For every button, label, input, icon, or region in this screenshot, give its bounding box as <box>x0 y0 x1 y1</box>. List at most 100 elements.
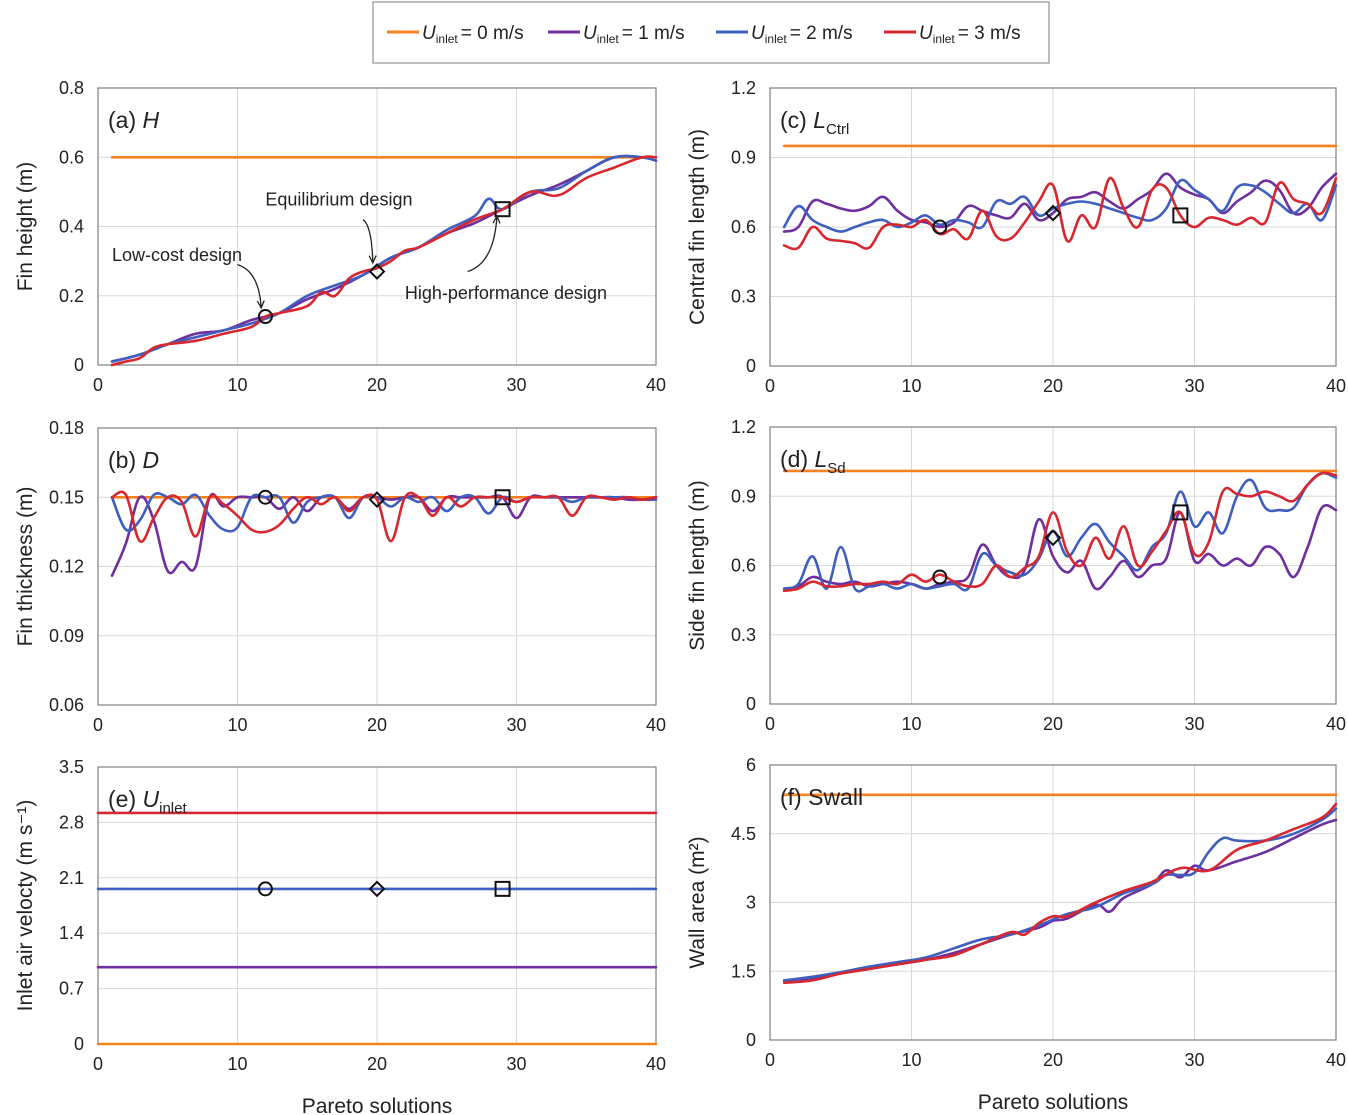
series-line-u3 <box>110 490 658 543</box>
plot-frame <box>97 427 657 706</box>
x-tick-label: 10 <box>901 376 921 396</box>
y-tick-label: 0.2 <box>59 286 84 306</box>
x-tick-label: 0 <box>765 376 775 396</box>
high-performance-design-marker <box>1172 504 1189 521</box>
y-axis-label: Fin thickness (m) <box>14 487 37 647</box>
x-tick-label: 40 <box>1326 376 1346 396</box>
equilibrium-design-marker <box>1044 204 1062 222</box>
plot-frame <box>769 87 1337 367</box>
y-tick-label: 0 <box>74 355 84 375</box>
annotation-arrowhead <box>256 300 265 310</box>
low-cost-design-marker <box>257 489 273 505</box>
legend: Uinlet = 0 m/s Uinlet = 1 m/s Uinlet = 2 m/s U… <box>372 1 1050 64</box>
legend-label-u1: Uinlet = 1 m/s <box>583 23 685 46</box>
series-line-u2 <box>782 178 1338 233</box>
y-tick-label: 0 <box>74 1034 84 1054</box>
plot-frame <box>97 87 657 366</box>
series-line-u2 <box>782 807 1338 982</box>
y-tick-label: 0.9 <box>731 148 756 168</box>
y-tick-label: 0 <box>746 694 756 714</box>
x-tick-label: 40 <box>646 715 666 735</box>
x-tick-label: 40 <box>646 375 666 395</box>
x-tick-label: 20 <box>1043 714 1063 734</box>
annotation-text: Low-cost design <box>112 245 242 265</box>
x-tick-label: 20 <box>367 715 387 735</box>
annotation-text: High-performance design <box>405 283 607 303</box>
x-axis-label: Pareto solutions <box>302 1095 453 1115</box>
series-line-u3 <box>110 155 658 367</box>
panel-a: 0 10 20 30 40 0 0.2 0.4 0.6 0.8 Fin height (m) Low-… <box>14 78 666 395</box>
x-tick-label: 30 <box>1184 1050 1204 1070</box>
panel-e: 0 10 20 30 40 0 0.7 1.4 2.1 2.8 3.5 Inlet air veloc… <box>14 757 666 1115</box>
panel-f: 0 10 20 30 40 0 1.5 3 4.5 6 Wall area (m²) Pareto s… <box>686 755 1346 1114</box>
series-line-u1 <box>782 503 1338 591</box>
y-axis-label: Inlet air velocty (m s⁻¹) <box>14 800 37 1012</box>
series-line-u3 <box>782 471 1338 593</box>
legend-label-u2: Uinlet = 2 m/s <box>751 23 853 46</box>
x-tick-label: 10 <box>227 375 247 395</box>
y-tick-label: 0 <box>746 356 756 376</box>
annotation-arrowhead <box>492 214 501 224</box>
panel-title-c: (c) LCtrl <box>780 107 849 138</box>
x-tick-label: 30 <box>1184 714 1204 734</box>
plot-frame <box>769 426 1337 705</box>
x-tick-label: 10 <box>227 715 247 735</box>
legend-item-u1: Uinlet = 1 m/s <box>548 23 685 46</box>
series-line-u2 <box>782 471 1338 593</box>
panel-b: 0 10 20 30 40 0.06 0.09 0.12 0.15 0.18 Fin thickne… <box>14 418 666 735</box>
panel-c: 0 10 20 30 40 0 0.3 0.6 0.9 1.2 Central fin length… <box>686 78 1346 396</box>
x-tick-label: 40 <box>1326 1050 1346 1070</box>
y-tick-label: 0.7 <box>59 979 84 999</box>
panel-d: 0 10 20 30 40 0 0.3 0.6 0.9 1.2 Side fin length (m… <box>686 417 1346 734</box>
x-tick-label: 20 <box>367 1054 387 1074</box>
x-tick-label: 0 <box>765 1050 775 1070</box>
x-tick-label: 0 <box>765 714 775 734</box>
y-axis-label: Fin height (m) <box>14 162 37 292</box>
x-tick-label: 0 <box>93 375 103 395</box>
y-tick-label: 0.15 <box>49 487 84 507</box>
equilibrium-design-marker <box>1044 529 1062 547</box>
y-axis-label: Side fin length (m) <box>686 480 709 650</box>
y-tick-label: 0.6 <box>59 147 84 167</box>
high-performance-design-marker <box>494 201 511 218</box>
x-tick-label: 20 <box>367 375 387 395</box>
y-tick-label: 1.2 <box>731 417 756 437</box>
y-axis-label: Central fin length (m) <box>686 129 709 325</box>
x-tick-label: 0 <box>93 715 103 735</box>
annotation-arrowhead <box>368 255 377 265</box>
y-tick-label: 0.3 <box>731 625 756 645</box>
high-performance-design-marker <box>494 489 511 506</box>
plot-frame <box>769 764 1337 1041</box>
series-line-u2 <box>110 154 658 363</box>
low-cost-design-marker <box>932 569 948 585</box>
x-tick-label: 40 <box>1326 714 1346 734</box>
legend-box <box>372 1 1050 64</box>
x-tick-label: 10 <box>901 1050 921 1070</box>
series-line-u2 <box>110 492 658 533</box>
y-tick-label: 3.5 <box>59 757 84 777</box>
annotation-arrow <box>237 263 262 308</box>
y-tick-label: 4.5 <box>731 824 756 844</box>
y-tick-label: 0.9 <box>731 486 756 506</box>
x-tick-label: 30 <box>1184 376 1204 396</box>
y-tick-label: 0.09 <box>49 626 84 646</box>
x-tick-label: 10 <box>901 714 921 734</box>
panel-title-d: (d) LSd <box>780 446 846 477</box>
legend-item-u2: Uinlet = 2 m/s <box>716 23 853 46</box>
y-tick-label: 0.4 <box>59 217 84 237</box>
low-cost-design-marker <box>257 881 273 897</box>
y-tick-label: 2.1 <box>59 868 84 888</box>
y-tick-label: 6 <box>746 755 756 775</box>
y-tick-label: 0.3 <box>731 287 756 307</box>
equilibrium-design-marker <box>368 263 386 280</box>
legend-label-u3: Uinlet = 3 m/s <box>919 23 1021 46</box>
high-performance-design-marker <box>494 880 511 897</box>
y-tick-label: 1.4 <box>59 923 84 943</box>
annotation-arrow <box>362 219 374 263</box>
panel-title-e: (e) Uinlet <box>108 786 187 817</box>
legend-item-u3: Uinlet = 3 m/s <box>884 23 1021 46</box>
x-tick-label: 40 <box>646 1054 666 1074</box>
equilibrium-design-marker <box>368 491 386 508</box>
x-tick-label: 30 <box>506 715 526 735</box>
low-cost-design-marker <box>257 309 273 325</box>
